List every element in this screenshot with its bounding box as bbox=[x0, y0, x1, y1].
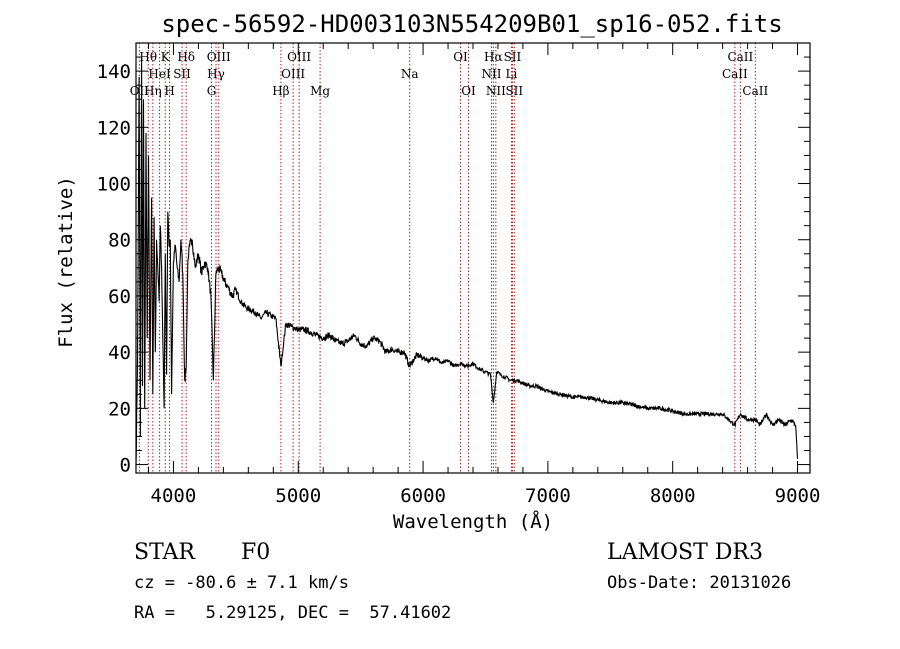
spectral-line-label: Li bbox=[506, 67, 518, 81]
y-tick-label: 140 bbox=[97, 61, 131, 83]
spectral-line-label: OIII bbox=[287, 50, 311, 64]
spectral-line-label: Hγ bbox=[207, 67, 225, 81]
spectral-line-label: OI bbox=[461, 84, 476, 98]
spectral-line-label: Na bbox=[401, 67, 419, 81]
spectral-line-label: Hβ bbox=[272, 84, 289, 98]
spectral-line-labels: OIIHθHηHeIKHSIIHδGHγOIIIHβOIIIOIIIMgNaOI… bbox=[130, 50, 769, 98]
x-axis-label: Wavelength (Å) bbox=[393, 510, 553, 533]
survey-name: LAMOST DR3 bbox=[607, 540, 763, 565]
spectral-line-label: SII bbox=[505, 84, 523, 98]
chart-title: spec-56592-HD003103N554209B01_sp16-052.f… bbox=[161, 10, 782, 38]
spectral-line-label: OIII bbox=[281, 67, 305, 81]
spectral-line-label: SII bbox=[173, 67, 191, 81]
y-axis: 0 20 40 60 80 100 120 140 bbox=[97, 56, 810, 477]
x-axis: 4000 5000 6000 7000 8000 9000 bbox=[147, 43, 821, 507]
spectral-line-label: Hη bbox=[144, 84, 162, 98]
spectral-line-label: Mg bbox=[310, 84, 330, 98]
spectral-line-label: NII bbox=[481, 67, 501, 81]
observation-date: Obs-Date: 20131026 bbox=[607, 573, 792, 593]
spectral-line-label: G bbox=[207, 84, 217, 98]
spectral-line-label: CaII bbox=[742, 84, 768, 98]
spectrum-series bbox=[135, 57, 799, 465]
y-tick-label: 120 bbox=[97, 117, 131, 139]
spectral-line-label: Hθ bbox=[139, 50, 157, 64]
spectral-line-label: Hδ bbox=[177, 50, 195, 64]
spectral-line-label: K bbox=[161, 50, 171, 64]
x-tick-label: 9000 bbox=[775, 485, 821, 507]
x-tick-label: 4000 bbox=[151, 485, 197, 507]
spectral-line-label: HeI bbox=[148, 67, 171, 81]
y-axis-label: Flux (relative) bbox=[55, 176, 77, 348]
plot-frame bbox=[135, 42, 811, 474]
y-tick-label: 0 bbox=[120, 455, 131, 477]
spectral-line-label: CaII bbox=[722, 67, 748, 81]
spectral-line-label: Hα bbox=[484, 50, 503, 64]
spectral-line-markers bbox=[138, 43, 756, 473]
spectral-line-label: OI bbox=[453, 50, 468, 64]
object-class: STAR bbox=[134, 540, 195, 565]
spectral-line-label: H bbox=[164, 84, 174, 98]
x-tick-label: 7000 bbox=[525, 485, 571, 507]
y-tick-label: 100 bbox=[97, 174, 131, 196]
y-tick-label: 20 bbox=[108, 398, 131, 420]
coordinates: RA = 5.29125, DEC = 57.41602 bbox=[134, 603, 452, 623]
x-tick-label: 6000 bbox=[400, 485, 446, 507]
spectral-line-label: SII bbox=[504, 50, 522, 64]
spectral-line-label: CaII bbox=[727, 50, 753, 64]
x-tick-label: 5000 bbox=[275, 485, 321, 507]
y-tick-label: 80 bbox=[108, 230, 131, 252]
spectral-line-label: OIII bbox=[207, 50, 231, 64]
redshift-velocity: cz = -80.6 ± 7.1 km/s bbox=[134, 573, 349, 593]
object-subclass: F0 bbox=[241, 540, 271, 565]
spectral-line-label: NII bbox=[486, 84, 506, 98]
x-tick-label: 8000 bbox=[650, 485, 696, 507]
spectrum-chart: spec-56592-HD003103N554209B01_sp16-052.f… bbox=[55, 10, 821, 533]
y-tick-label: 60 bbox=[108, 286, 131, 308]
y-tick-label: 40 bbox=[108, 342, 131, 364]
